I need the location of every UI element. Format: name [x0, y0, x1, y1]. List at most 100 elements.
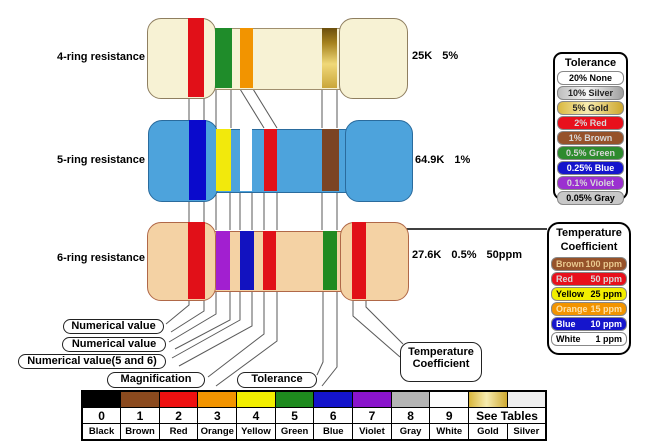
digit-7: 7 — [352, 407, 392, 424]
resistor4-band4-gold — [322, 28, 337, 88]
resistor6-band5-green — [323, 231, 337, 290]
tempco-row-red: Red 50 ppm — [551, 272, 627, 286]
swatch-orange — [197, 390, 238, 408]
callout-temperature-coefficient: Temperature Coefficient — [400, 342, 482, 382]
tolerance-row-none: 20% None — [557, 71, 624, 85]
tolerance-table-title: Tolerance — [564, 57, 617, 69]
resistor6-band1-red — [188, 222, 205, 299]
tempco-row-yellow: Yellow 25 ppm — [551, 287, 627, 301]
tempco-row-yellow-name: Yellow — [556, 289, 585, 299]
see-tables-cell: See Tables — [468, 407, 547, 424]
swatch-black — [81, 390, 122, 408]
tempco-row-brown-value: 100 ppm — [585, 259, 622, 269]
resistor4-band2-green — [215, 28, 232, 88]
digit-4: 4 — [236, 407, 276, 424]
swatch-yellow — [236, 390, 276, 408]
digit-1: 1 — [120, 407, 160, 424]
name-yellow: Yellow — [236, 423, 276, 441]
chart-name-row: Black Brown Red Orange Yellow Green Blue… — [81, 423, 547, 441]
digit-3: 3 — [197, 407, 238, 424]
name-gold: Gold — [468, 423, 508, 441]
tolerance-row-red: 2% Red — [557, 116, 624, 130]
tolerance-row-green: 0.5% Green — [557, 146, 624, 160]
resistor-5ring-left-cap — [148, 120, 218, 202]
tempco-row-blue-name: Blue — [556, 319, 576, 329]
swatch-gray — [390, 390, 431, 408]
tempco-row-red-value: 50 ppm — [590, 274, 622, 284]
tempco-table-title-line1: Temperature — [556, 227, 622, 239]
name-violet: Violet — [352, 423, 392, 441]
resistor4-band1-red — [188, 18, 204, 97]
tolerance-table: Tolerance 20% None 10% Silver 5% Gold 2%… — [553, 52, 628, 205]
swatch-blue — [313, 390, 354, 408]
resistor6-band6-red-tempco — [352, 222, 366, 299]
tolerance-row-violet: 0.1% Violet — [557, 176, 624, 190]
tempco-row-brown-name: Brown — [556, 259, 584, 269]
swatch-white — [429, 390, 470, 408]
tolerance-row-silver: 10% Silver — [557, 86, 624, 100]
name-black: Black — [81, 423, 122, 441]
resistor5-band4-red — [264, 129, 277, 191]
tempco-row-orange: Orange 15 ppm — [551, 302, 627, 316]
swatch-brown — [120, 390, 160, 408]
tempco-row-brown: Brown 100 ppm — [551, 257, 627, 271]
label-6ring: 6-ring resistance — [56, 252, 145, 264]
resistor4-band3-orange — [240, 28, 253, 88]
tempco-row-orange-value: 15 ppm — [590, 304, 622, 314]
resistor-6ring-right-cap — [340, 222, 409, 301]
tempco-row-blue: Blue 10 ppm — [551, 317, 627, 331]
digit-5: 5 — [274, 407, 315, 424]
resistor5-band3-white — [240, 129, 252, 191]
tempco-row-white-value: 1 ppm — [595, 334, 622, 344]
tolerance-row-gold: 5% Gold — [557, 101, 624, 115]
resistor-6ring-left-cap — [147, 222, 216, 301]
callout-numerical-value-1: Numerical value — [63, 319, 164, 334]
resistor5-band2-yellow — [216, 129, 231, 191]
swatch-red — [158, 390, 199, 408]
tempco-row-red-name: Red — [556, 274, 574, 284]
callout-magnification: Magnification — [107, 372, 205, 388]
swatch-violet — [352, 390, 392, 408]
tolerance-row-brown: 1% Brown — [557, 131, 624, 145]
callout-tolerance: Tolerance — [237, 372, 317, 388]
value-4ring: 25K 5% — [412, 50, 459, 62]
temperature-coefficient-table: Temperature Coefficient Brown 100 ppm Red… — [547, 222, 631, 355]
swatch-silver — [506, 390, 547, 408]
value-5ring: 64.9K 1% — [415, 154, 471, 166]
name-green: Green — [274, 423, 315, 441]
swatch-gold — [468, 390, 508, 408]
tolerance-row-blue: 0.25% Blue — [557, 161, 624, 175]
name-brown: Brown — [120, 423, 160, 441]
resistor-4ring-right-cap — [339, 18, 408, 99]
color-code-chart: 0 1 2 3 4 5 6 7 8 9 See Tables Black Bro… — [81, 390, 547, 441]
name-gray: Gray — [390, 423, 431, 441]
resistor6-band3-blue — [240, 231, 254, 290]
value-6ring: 27.6K 0.5% 50ppm — [412, 249, 522, 261]
tempco-row-white: White 1 ppm — [551, 332, 627, 346]
tempco-row-orange-name: Orange — [556, 304, 588, 314]
tempco-row-white-name: White — [556, 334, 581, 344]
resistor6-band4-red — [263, 231, 276, 290]
resistor6-band2-violet — [216, 231, 230, 290]
digit-6: 6 — [313, 407, 354, 424]
swatch-green — [274, 390, 315, 408]
digit-2: 2 — [158, 407, 199, 424]
tempco-row-blue-value: 10 ppm — [590, 319, 622, 329]
name-silver: Silver — [506, 423, 547, 441]
name-blue: Blue — [313, 423, 354, 441]
chart-digit-row: 0 1 2 3 4 5 6 7 8 9 See Tables — [81, 407, 547, 424]
tempco-row-yellow-value: 25 ppm — [590, 289, 622, 299]
resistor5-band1-blue — [189, 120, 206, 200]
resistor-4ring-left-cap — [147, 18, 216, 99]
callout-tempco-line2: Coefficient — [412, 358, 470, 370]
tempco-table-title-line2: Coefficient — [560, 241, 618, 253]
digit-8: 8 — [390, 407, 431, 424]
digit-0: 0 — [81, 407, 122, 424]
name-red: Red — [158, 423, 199, 441]
callout-tempco-line1: Temperature — [408, 346, 474, 358]
tolerance-row-gray: 0.05% Gray — [557, 191, 624, 205]
resistor5-band5-brown — [322, 129, 339, 191]
callout-numerical-value-5-6: Numerical value(5 and 6) — [18, 354, 166, 369]
label-5ring: 5-ring resistance — [56, 154, 145, 166]
